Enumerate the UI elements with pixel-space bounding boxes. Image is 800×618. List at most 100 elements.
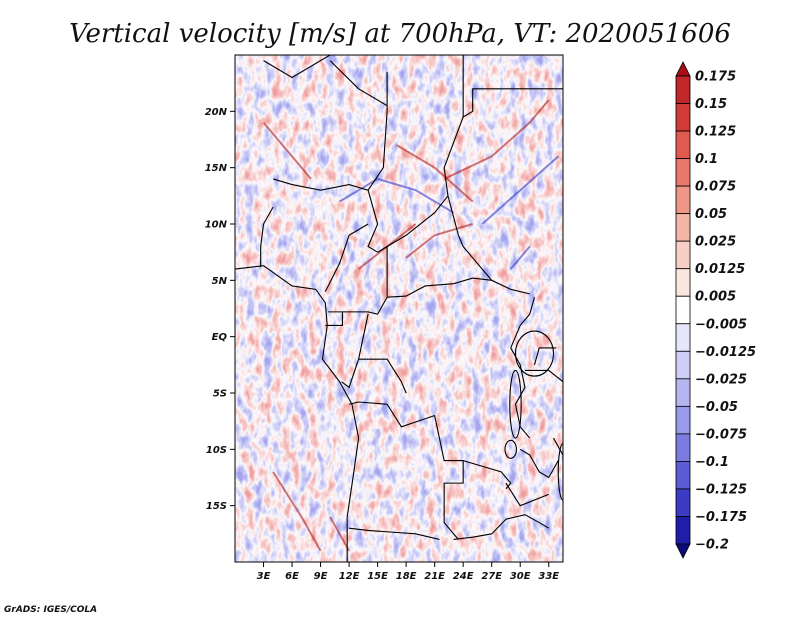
grads-credit: GrADS: IGES/COLA (4, 605, 97, 615)
border-line (553, 437, 563, 495)
country-borders (235, 55, 563, 562)
colorbar-label: 0.175 (695, 70, 736, 85)
colorbar-top-arrow (675, 61, 691, 77)
colorbar-label: −0.125 (695, 482, 747, 497)
border-line (367, 190, 449, 253)
colorbar-label: 0.05 (695, 207, 727, 222)
border-line (457, 235, 493, 281)
border-line (453, 514, 550, 541)
convective-band (262, 121, 312, 180)
colorbar-segment (675, 240, 691, 270)
border-line (463, 460, 512, 490)
convective-band (272, 471, 322, 552)
colorbar-label: −0.05 (695, 400, 738, 415)
colorbar-segment (675, 268, 691, 297)
x-tick-label: 18E (396, 571, 417, 582)
border-line (358, 358, 407, 394)
border-line (235, 265, 360, 562)
colorbar-segment (675, 75, 691, 104)
border-line (533, 347, 557, 365)
border-line (329, 60, 388, 107)
colorbar-label: 0.125 (695, 125, 736, 140)
colorbar-label: −0.1 (695, 455, 729, 470)
border-line (510, 297, 536, 349)
border-line (272, 178, 369, 191)
x-tick-label: 30E (510, 571, 531, 582)
colorbar-label: −0.175 (695, 510, 747, 525)
x-tick-label: 21E (424, 571, 445, 582)
border-line (367, 71, 388, 191)
border-line (348, 401, 464, 540)
y-tick-label: 5S (213, 389, 227, 400)
border-line (349, 527, 440, 541)
colorbar-segment (675, 185, 691, 215)
colorbar-label: −0.025 (695, 372, 747, 387)
convective-band (443, 99, 550, 180)
border-line (341, 314, 369, 389)
border-line (462, 88, 563, 118)
border-line (524, 369, 563, 383)
border-line (443, 55, 464, 236)
y-tick-label: 15S (206, 501, 227, 512)
plot-frame (234, 54, 564, 563)
y-tick-label: EQ (212, 332, 228, 343)
colorbar-segment (675, 350, 691, 380)
convective-band (339, 177, 455, 214)
lake-outline (557, 443, 563, 501)
colorbar-segment (675, 130, 691, 159)
lake-outline (514, 330, 555, 377)
velocity-field (235, 55, 563, 562)
colorbar-segment (675, 295, 691, 325)
y-tick-label: 10S (206, 445, 227, 456)
x-tick-label: 27E (481, 571, 502, 582)
colorbar-segment (675, 103, 691, 132)
y-tick-label: 5N (212, 276, 228, 287)
lake-outline (504, 439, 517, 459)
border-line (263, 55, 331, 79)
border-line (260, 206, 274, 267)
colorbar-label: 0.075 (695, 180, 736, 195)
convective-band (329, 516, 350, 552)
colorbar-segment (675, 461, 691, 490)
colorbar-label: −0.0125 (695, 345, 756, 360)
convective-band (405, 223, 473, 259)
x-tick-label: 33E (538, 571, 559, 582)
border-line (325, 311, 343, 326)
colorbar-segment (675, 433, 691, 462)
border-line (519, 448, 559, 479)
x-axis: 3E 6E 9E 12E 15E 18E 21E 24E 27E 30E 33E (257, 562, 559, 582)
y-tick-label: 10N (205, 220, 228, 231)
lake-outline (509, 369, 522, 439)
colorbar-segment (675, 488, 691, 517)
colorbar-segment (675, 378, 691, 407)
border-line (324, 223, 369, 292)
colorbar-label: 0.15 (695, 97, 727, 112)
y-tick-label: 20N (205, 107, 228, 118)
x-tick-label: 24E (453, 571, 474, 582)
x-tick-label: 9E (314, 571, 328, 582)
x-tick-label: 15E (367, 571, 388, 582)
colorbar-label: 0.0125 (695, 262, 745, 277)
colorbar-label: −0.2 (695, 538, 729, 553)
colorbar-bottom-arrow (675, 543, 691, 559)
colorbar-label: −0.005 (695, 317, 747, 332)
colorbar-label: 0.1 (695, 152, 718, 167)
chart-title: Vertical velocity [m/s] at 700hPa, VT: 2… (69, 19, 731, 49)
x-tick-label: 3E (257, 571, 271, 582)
colorbar-segment (675, 158, 691, 187)
x-tick-label: 12E (339, 571, 360, 582)
convective-band (481, 155, 559, 225)
colorbar-label: 0.025 (695, 235, 736, 250)
colorbar-segment (675, 323, 691, 352)
colorbar-label: 0.005 (695, 290, 736, 305)
x-tick-label: 6E (285, 571, 299, 582)
convective-band (396, 144, 474, 203)
y-tick-label: 15N (205, 163, 228, 174)
border-line (328, 246, 388, 315)
y-axis: 20N 15N 10N 5N EQ 5S 10S 15S (205, 107, 235, 512)
colorbar-label: −0.075 (695, 427, 747, 442)
border-line (387, 277, 530, 298)
colorbar: 0.175 0.15 0.125 0.1 0.075 0.05 0.025 0.0125 0.0… (675, 61, 756, 559)
border-line (505, 482, 549, 507)
